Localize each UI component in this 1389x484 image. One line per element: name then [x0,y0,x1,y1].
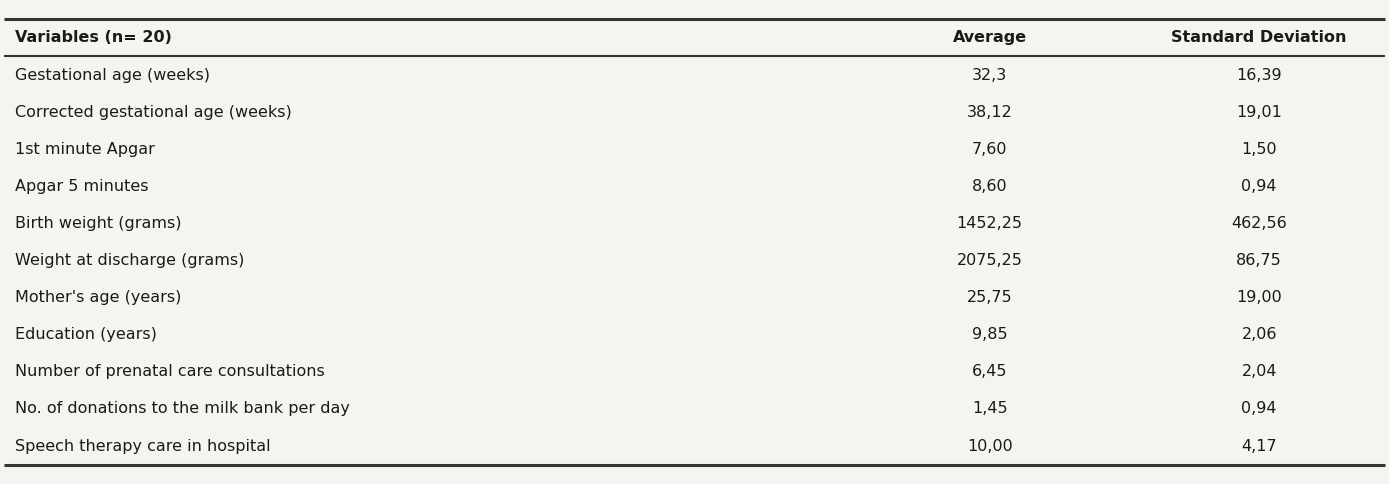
Text: 0,94: 0,94 [1242,179,1276,194]
Text: 4,17: 4,17 [1242,439,1276,454]
Text: 7,60: 7,60 [972,142,1007,157]
Text: 1,45: 1,45 [972,402,1007,416]
Text: 19,00: 19,00 [1236,290,1282,305]
Text: Standard Deviation: Standard Deviation [1171,30,1347,45]
Text: 16,39: 16,39 [1236,68,1282,82]
Bar [4,205,1385,242]
Text: 38,12: 38,12 [967,105,1013,120]
Text: 1452,25: 1452,25 [957,216,1022,231]
Text: 25,75: 25,75 [967,290,1013,305]
Bar [4,242,1385,279]
Bar [4,93,1385,131]
Text: 10,00: 10,00 [967,439,1013,454]
Text: Mother's age (years): Mother's age (years) [15,290,182,305]
Text: Number of prenatal care consultations: Number of prenatal care consultations [15,364,325,379]
Text: 9,85: 9,85 [972,327,1007,342]
Bar [4,316,1385,353]
Text: 2,04: 2,04 [1242,364,1276,379]
Bar [4,19,1385,57]
Text: 1st minute Apgar: 1st minute Apgar [15,142,156,157]
Text: 32,3: 32,3 [972,68,1007,82]
Text: Birth weight (grams): Birth weight (grams) [15,216,182,231]
Text: Speech therapy care in hospital: Speech therapy care in hospital [15,439,271,454]
Text: Education (years): Education (years) [15,327,157,342]
Bar [4,279,1385,316]
Bar [4,427,1385,465]
Bar [4,353,1385,391]
Text: Gestational age (weeks): Gestational age (weeks) [15,68,210,82]
Text: Apgar 5 minutes: Apgar 5 minutes [15,179,149,194]
Text: No. of donations to the milk bank per day: No. of donations to the milk bank per da… [15,402,350,416]
Text: Weight at discharge (grams): Weight at discharge (grams) [15,253,244,268]
Text: 86,75: 86,75 [1236,253,1282,268]
Text: 2075,25: 2075,25 [957,253,1022,268]
Text: 2,06: 2,06 [1242,327,1276,342]
Text: 0,94: 0,94 [1242,402,1276,416]
Text: 8,60: 8,60 [972,179,1007,194]
Text: 1,50: 1,50 [1242,142,1276,157]
Bar [4,57,1385,93]
Text: Variables (n= 20): Variables (n= 20) [15,30,172,45]
Bar [4,168,1385,205]
Bar [4,391,1385,427]
Text: Average: Average [953,30,1026,45]
Text: 19,01: 19,01 [1236,105,1282,120]
Text: 462,56: 462,56 [1231,216,1288,231]
Text: Corrected gestational age (weeks): Corrected gestational age (weeks) [15,105,292,120]
Text: 6,45: 6,45 [972,364,1007,379]
Bar [4,131,1385,168]
